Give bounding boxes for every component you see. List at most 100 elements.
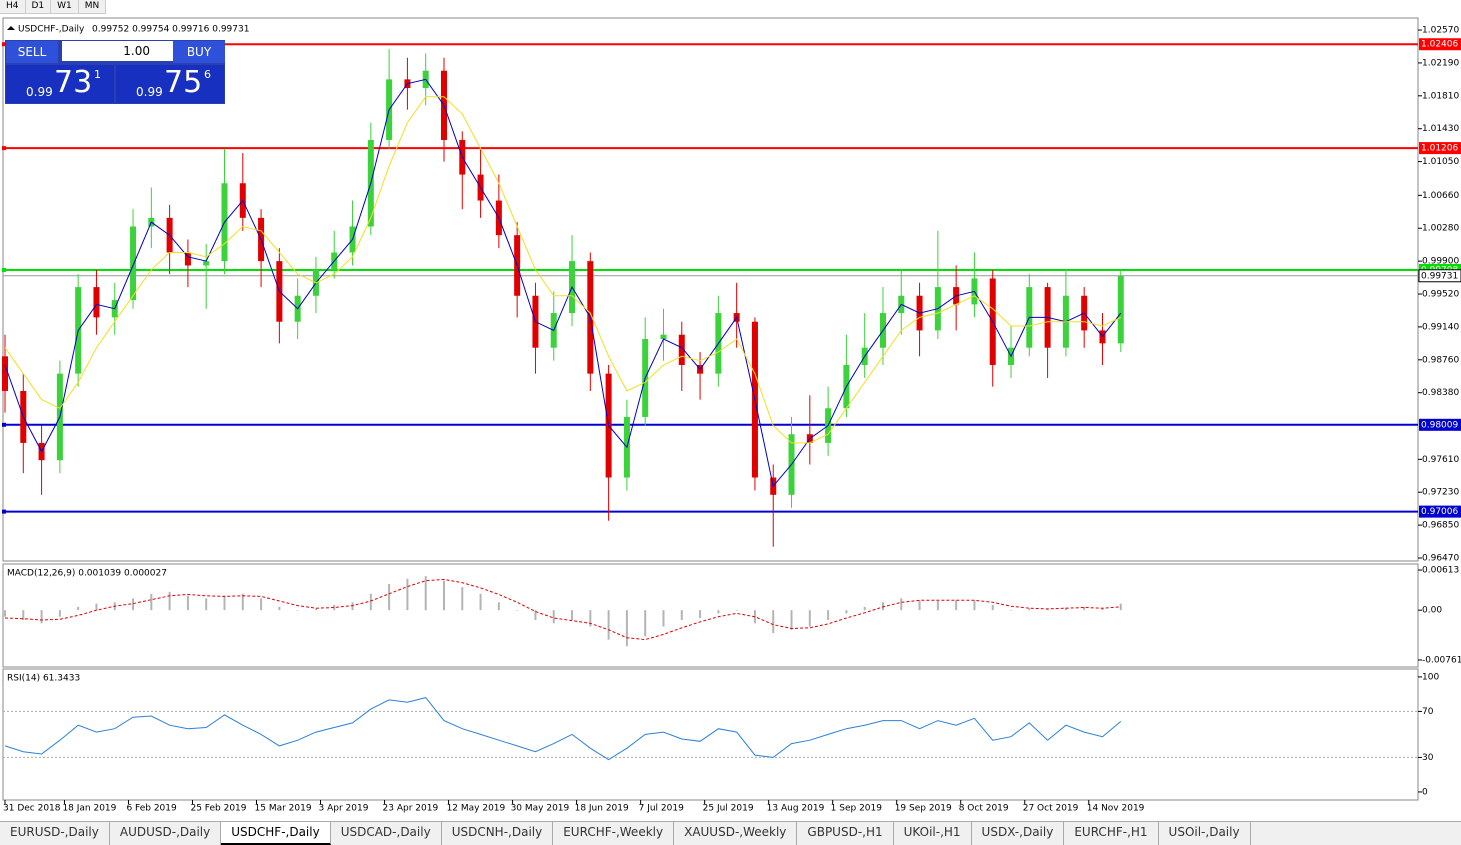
macd-bar: [680, 610, 683, 620]
symbol-title: USDCHF-,Daily: [18, 25, 85, 35]
macd-bar: [4, 610, 6, 617]
buy-price[interactable]: 0.99 75 6: [116, 65, 224, 103]
macd-bar: [827, 610, 830, 620]
macd-bar: [22, 610, 25, 620]
x-tick-label: 14 Nov 2019: [1087, 804, 1145, 814]
macd-bar: [424, 576, 427, 611]
chart-tab[interactable]: GBPUSD-,H1: [797, 822, 894, 845]
line: [4, 578, 1121, 641]
y-tick-label: 0.99140: [1422, 322, 1459, 332]
macd-bar: [58, 610, 61, 617]
candle-body: [2, 356, 8, 391]
x-tick-label: 18 Jun 2019: [575, 804, 629, 814]
chart-tab[interactable]: AUDUSD-,Daily: [110, 822, 222, 845]
macd-bar: [571, 610, 574, 620]
timeframe-button[interactable]: H4: [0, 0, 26, 13]
y-tick-label: 30: [1422, 753, 1434, 763]
macd-bar: [900, 598, 903, 611]
y-tick-label: 0.97610: [1422, 455, 1459, 465]
level-label: 0.97006: [1421, 507, 1458, 517]
y-tick-label: 1.02190: [1422, 58, 1459, 68]
chart-tab[interactable]: USDCHF-,Daily: [221, 822, 331, 845]
timeframe-button[interactable]: MN: [79, 0, 107, 13]
y-tick-label: 100: [1422, 672, 1439, 682]
macd-bar: [406, 578, 409, 611]
macd-bar: [662, 610, 665, 627]
timeframe-button[interactable]: W1: [51, 0, 79, 13]
chart-tab[interactable]: USDX-,Daily: [972, 822, 1065, 845]
timeframe-button[interactable]: D1: [26, 0, 52, 13]
x-tick-label: 7 Jul 2019: [639, 804, 684, 814]
chart-tab[interactable]: EURCHF-,Weekly: [553, 822, 675, 845]
macd-bar: [278, 606, 281, 611]
chart-tab[interactable]: USOil-,Daily: [1159, 822, 1251, 845]
macd-bar: [717, 610, 720, 614]
level-label: 1.01206: [1421, 144, 1458, 154]
buy-button[interactable]: BUY: [173, 41, 225, 63]
y-tick-label: 0.00: [1422, 606, 1442, 616]
macd-bar: [973, 600, 976, 611]
price-small: 0.99: [26, 85, 53, 99]
chart-tab[interactable]: EURCHF-,H1: [1064, 822, 1159, 845]
sell-price[interactable]: 0.99 73 1: [6, 65, 114, 103]
macd-bar: [314, 608, 317, 611]
sell-button[interactable]: SELL: [6, 41, 58, 63]
price-panel: [2, 17, 1419, 562]
macd-panel: [2, 563, 1419, 668]
line: [4, 78, 1122, 488]
lot-value: 1.00: [123, 44, 150, 58]
macd-bar: [77, 606, 80, 611]
y-tick-label: 1.00660: [1422, 191, 1459, 201]
y-tick-label: 0.99520: [1422, 290, 1459, 300]
chart-tab[interactable]: XAUUSD-,Weekly: [674, 822, 798, 845]
y-tick-label: 0.96850: [1422, 521, 1459, 531]
level-handle: [2, 422, 6, 427]
macd-bar: [534, 610, 537, 620]
x-tick-label: 23 Apr 2019: [383, 804, 439, 814]
level-label-bg: [1419, 505, 1461, 518]
y-tick-label: 1.02570: [1422, 26, 1459, 36]
macd-bar: [881, 602, 884, 611]
price-big: 73: [54, 65, 93, 100]
macd-bar: [40, 610, 43, 624]
x-tick-label: 18 Jan 2019: [62, 804, 116, 814]
macd-bar: [479, 593, 482, 611]
collapse-icon[interactable]: [7, 26, 15, 30]
chart-tab[interactable]: EURUSD-,Daily: [0, 822, 110, 845]
y-tick-label: -0.00761: [1422, 655, 1461, 665]
macd-bar: [607, 610, 610, 640]
level-handle: [2, 42, 6, 47]
macd-bar: [1010, 610, 1013, 611]
chart-tab[interactable]: UKOil-,H1: [894, 822, 972, 845]
lot-input[interactable]: 1.00: [62, 41, 174, 61]
macd-bar: [644, 610, 647, 637]
macd-bar: [918, 600, 921, 611]
macd-bar: [369, 593, 372, 611]
macd-bar: [991, 604, 994, 611]
macd-bar: [552, 610, 555, 624]
candle-body: [203, 261, 210, 266]
x-tick-label: 6 Feb 2019: [126, 804, 177, 814]
candle-body: [660, 334, 667, 340]
macd-bar: [1083, 606, 1086, 611]
candle-body: [130, 226, 137, 301]
macd-bar: [223, 595, 226, 611]
macd-bar: [95, 603, 98, 611]
macd-bar: [497, 602, 500, 611]
y-tick-label: 70: [1422, 707, 1434, 717]
price-sup: 1: [94, 68, 101, 81]
macd-bar: [516, 610, 519, 611]
macd-bar: [388, 583, 391, 611]
macd-bar: [1101, 608, 1104, 611]
chart-tab[interactable]: USDCNH-,Daily: [442, 822, 554, 845]
chart-tab[interactable]: USDCAD-,Daily: [331, 822, 442, 845]
y-tick-label: 0.00613: [1422, 566, 1459, 576]
ohlc-header: 0.99752 0.99754 0.99716 0.99731: [92, 25, 249, 35]
level-label: 1.02406: [1421, 40, 1458, 50]
y-tick-label: 1.01810: [1422, 91, 1459, 101]
level-label-bg: [1419, 38, 1461, 51]
tab-bar: EURUSD-,Daily AUDUSD-,Daily USDCHF-,Daily U…: [0, 821, 1461, 845]
y-tick-label: 0.98760: [1422, 355, 1459, 365]
macd-bar: [1028, 608, 1031, 611]
x-tick-label: 8 Oct 2019: [959, 804, 1009, 814]
